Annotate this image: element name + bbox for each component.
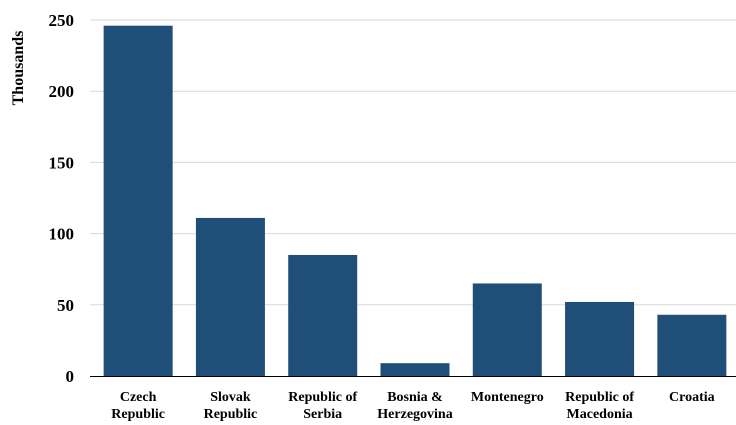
x-category-label-line: Bosnia & [387,390,443,405]
y-axis-title: Thousands [10,31,27,106]
x-category-label-line: Republic of [565,390,634,405]
gridlines [90,19,736,306]
x-category-label-line: Slovak [210,390,251,405]
x-category-label-line: Serbia [303,407,342,422]
x-category-label-line: Czech [120,390,157,405]
x-category-labels: Czech Republic Slovak Republic Republic of Se… [111,390,714,422]
x-category-label: Republic of Macedonia [565,390,634,422]
y-tick-label: 50 [57,296,74,315]
bar-3 [380,363,450,376]
x-category-label: Bosnia & Herzegovina [377,390,452,422]
x-category-label: Slovak Republic [204,390,258,422]
x-category-label: Republic of Serbia [288,390,357,422]
bar-6 [657,314,727,376]
x-category-label-line: Republic [111,407,165,422]
y-tick-labels: 0 50 100 150 200 250 [49,11,75,386]
x-category-label-line: Herzegovina [377,407,452,422]
x-category-label-line: Croatia [669,390,715,405]
y-tick-label: 250 [49,11,75,30]
bar-0 [103,25,173,377]
x-category-label-line: Montenegro [471,390,544,405]
bar-1 [195,217,265,376]
x-category-label-line: Republic of [288,390,357,405]
y-tick-label: 0 [66,367,75,386]
y-tick-label: 100 [49,225,75,244]
y-tick-label: 150 [49,153,75,172]
x-category-label-line: Republic [204,407,258,422]
x-category-label: Czech Republic [111,390,165,422]
x-category-label: Croatia [669,390,715,405]
y-tick-label: 200 [49,82,75,101]
bar-4 [472,283,542,376]
bar-5 [565,301,635,376]
x-category-label: Montenegro [471,390,544,405]
bars [103,25,727,377]
x-category-label-line: Macedonia [567,407,633,422]
bar-2 [288,254,358,376]
